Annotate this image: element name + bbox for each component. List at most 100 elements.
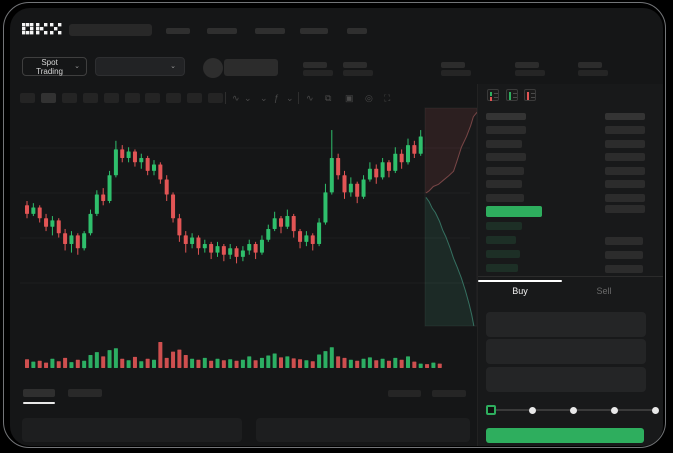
ticker-stat-value-skeleton	[578, 70, 608, 76]
chevron-down-icon: ⌄	[170, 63, 176, 70]
order-amount-input[interactable]	[486, 339, 646, 364]
bottom-tab[interactable]	[68, 389, 102, 397]
fullscreen-icon[interactable]: ⛶	[384, 93, 391, 103]
ticker-stat-label-skeleton	[303, 62, 327, 68]
bottom-link[interactable]	[388, 390, 421, 397]
timeframe-button[interactable]	[208, 93, 223, 103]
nav-item-skeleton[interactable]	[166, 28, 190, 34]
app-window: Spot Trading ⌄ ⌄ ∿ ⌄ ⌄ ƒ ⌄ ∿ ⧉ ▣ ◎ ⛶ Buy	[10, 8, 663, 446]
compare-chevron-icon[interactable]: ⌄	[260, 93, 268, 103]
bid-amount-skeleton	[605, 237, 643, 245]
draw-tool-icon[interactable]: ⧉	[325, 93, 332, 103]
ask-price-skeleton[interactable]	[486, 153, 526, 161]
top-navbar	[10, 8, 663, 48]
ask-amount-skeleton	[605, 153, 645, 161]
bid-price-skeleton[interactable]	[486, 236, 516, 244]
ask-amount-skeleton	[605, 193, 645, 202]
ask-price-skeleton[interactable]	[486, 139, 522, 148]
timeframe-button[interactable]	[166, 93, 181, 103]
amount-slider[interactable]	[486, 402, 659, 418]
order-total-input[interactable]	[486, 367, 646, 392]
icon-bar	[490, 97, 492, 101]
buy-submit-button[interactable]	[486, 428, 644, 443]
ticker-stat-value-skeleton	[343, 70, 373, 76]
coin-icon	[203, 58, 223, 78]
slider-handle[interactable]	[486, 405, 496, 415]
candlestick-chart[interactable]	[10, 8, 663, 446]
indicators-chevron-icon[interactable]: ⌄	[286, 93, 294, 103]
indicators-icon[interactable]: ƒ	[274, 93, 280, 103]
buy-tab-underline	[478, 280, 562, 282]
order-price-input[interactable]	[486, 312, 646, 337]
book-asks-icon[interactable]	[524, 89, 536, 101]
nav-item-skeleton[interactable]	[207, 28, 237, 34]
right-panel: Buy Sell	[477, 84, 663, 446]
icon-bar	[509, 92, 511, 100]
ticker-stat-value-skeleton	[515, 70, 545, 76]
orderbook-header-amount-skeleton	[605, 113, 645, 120]
slider-stop[interactable]	[528, 406, 536, 414]
chart-toolbar: ∿ ⌄ ⌄ ƒ ⌄ ∿ ⧉ ▣ ◎ ⛶	[10, 90, 477, 106]
device-bezel-outline	[3, 2, 666, 448]
chart-style-icon[interactable]: ∿	[232, 93, 240, 103]
ask-price-skeleton[interactable]	[486, 126, 526, 134]
timeframe-button[interactable]	[20, 93, 35, 103]
bid-price-skeleton[interactable]	[486, 264, 518, 272]
ask-amount-skeleton	[605, 139, 645, 148]
bottom-link[interactable]	[432, 390, 466, 397]
ticker-stat-label-skeleton	[343, 62, 367, 68]
search-bar-skeleton[interactable]	[69, 24, 152, 36]
camera-icon[interactable]: ▣	[345, 93, 354, 103]
ticker-stat-label-skeleton	[578, 62, 602, 68]
nav-item-skeleton[interactable]	[300, 28, 328, 34]
nav-item-skeleton[interactable]	[347, 28, 367, 34]
line-tool-icon[interactable]: ∿	[306, 93, 314, 103]
bid-price-skeleton[interactable]	[486, 222, 522, 230]
bid-amount-skeleton	[605, 251, 643, 259]
slider-stop[interactable]	[651, 406, 659, 414]
ticker-stat-label-skeleton	[515, 62, 539, 68]
bottom-section	[10, 384, 477, 446]
icon-line	[531, 92, 535, 94]
slider-stop[interactable]	[569, 406, 577, 414]
timeframe-button[interactable]	[41, 93, 56, 103]
okx-logo-icon[interactable]	[22, 23, 62, 35]
icon-bar	[527, 92, 529, 100]
ask-price-skeleton[interactable]	[486, 166, 524, 175]
orderbook-header-price-skeleton	[486, 113, 526, 120]
timeframe-button[interactable]	[62, 93, 77, 103]
chart-style-chevron-icon[interactable]: ⌄	[244, 93, 252, 103]
tab-buy[interactable]: Buy	[478, 280, 562, 302]
bottom-tab-underline	[23, 402, 55, 404]
timeframe-button[interactable]	[187, 93, 202, 103]
last-amount-skeleton	[605, 205, 645, 213]
slider-stop[interactable]	[610, 406, 618, 414]
timeframe-button[interactable]	[125, 93, 140, 103]
buy-tab-label: Buy	[512, 286, 528, 296]
ask-price-skeleton[interactable]	[486, 180, 522, 188]
timeframe-button[interactable]	[104, 93, 119, 103]
book-both-icon[interactable]	[487, 89, 499, 101]
orders-table-skeleton	[22, 418, 242, 442]
last-price-bar	[486, 206, 542, 217]
ask-price-skeleton[interactable]	[486, 193, 524, 202]
bottom-tab-active[interactable]	[23, 389, 55, 397]
icon-bar	[490, 92, 492, 96]
timeframe-button[interactable]	[83, 93, 98, 103]
icon-line	[494, 92, 498, 94]
bid-price-skeleton[interactable]	[486, 250, 520, 258]
ticker-bar: Spot Trading ⌄ ⌄	[10, 54, 663, 84]
toolbar-divider	[298, 92, 299, 104]
timeframe-button[interactable]	[145, 93, 160, 103]
nav-item-skeleton[interactable]	[255, 28, 285, 34]
settings-icon[interactable]: ◎	[365, 93, 373, 103]
price-skeleton	[224, 59, 278, 76]
ticker-stat-value-skeleton	[303, 70, 333, 76]
pair-selector-dropdown[interactable]: ⌄	[95, 57, 185, 76]
book-bids-icon[interactable]	[506, 89, 518, 101]
market-type-dropdown[interactable]: Spot Trading ⌄	[22, 57, 87, 76]
toolbar-divider	[225, 92, 226, 104]
tab-sell[interactable]: Sell	[562, 280, 646, 302]
orderbook-trade-divider	[478, 276, 663, 277]
